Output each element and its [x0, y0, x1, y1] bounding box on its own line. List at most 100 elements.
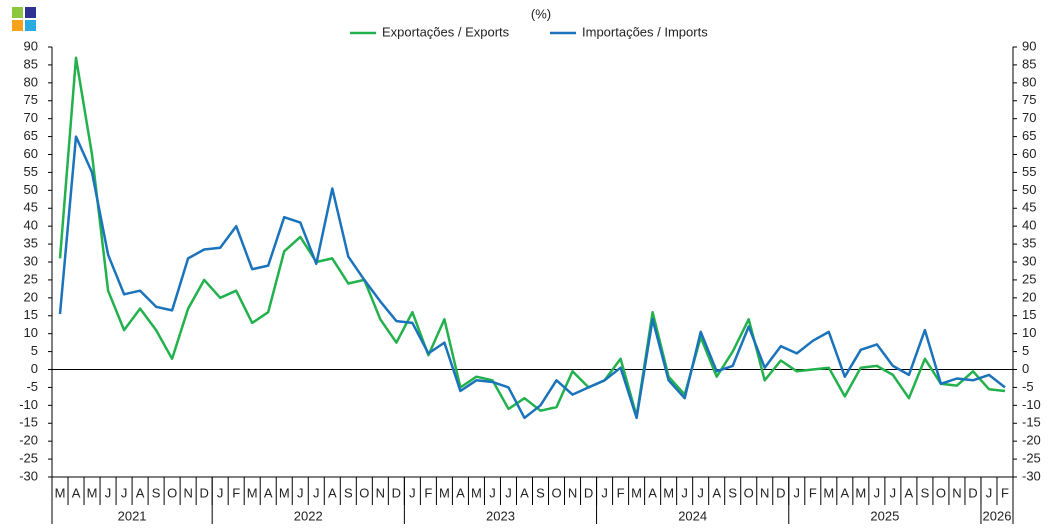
x-tick-label: M [55, 485, 66, 500]
x-tick-label: J [986, 485, 993, 500]
series-line [58, 135, 1006, 420]
x-tick-label: F [232, 485, 240, 500]
y2-tick-label: 90 [1022, 38, 1036, 53]
y-tick-label: -25 [19, 451, 38, 466]
y-tick-label: 85 [24, 56, 38, 71]
y2-tick-label: -20 [1022, 433, 1041, 448]
x-tick-label: A [905, 485, 914, 500]
x-tick-label: N [952, 485, 961, 500]
x-tick-label: A [264, 485, 273, 500]
x-tick-label: M [87, 485, 98, 500]
y-tick-label: 65 [24, 128, 38, 143]
x-tick-label: J [794, 485, 801, 500]
x-tick-label: J [601, 485, 608, 500]
y2-tick-label: -10 [1022, 397, 1041, 412]
x-tick-label: S [921, 485, 930, 500]
x-tick-label: O [551, 485, 561, 500]
x-tick-label: J [217, 485, 224, 500]
x-tick-label: J [121, 485, 128, 500]
y-tick-label: 55 [24, 164, 38, 179]
x-tick-label: F [424, 485, 432, 500]
y-tick-label: 75 [24, 92, 38, 107]
x-tick-label: A [712, 485, 721, 500]
x-tick-label: S [152, 485, 161, 500]
x-tick-label: M [855, 485, 866, 500]
logo-square [25, 20, 36, 31]
y-tick-label: 50 [24, 182, 38, 197]
x-tick-label: J [105, 485, 112, 500]
y-tick-label: 30 [24, 253, 38, 268]
legend-label: Exportações / Exports [382, 24, 510, 39]
y2-tick-label: -25 [1022, 451, 1041, 466]
y-tick-label: 80 [24, 74, 38, 89]
x-tick-label: J [697, 485, 704, 500]
y-tick-label: -30 [19, 468, 38, 483]
x-tick-label: N [183, 485, 192, 500]
x-tick-label: J [313, 485, 320, 500]
x-tick-label: M [471, 485, 482, 500]
y2-tick-label: 70 [1022, 110, 1036, 125]
x-tick-label: S [728, 485, 737, 500]
x-tick-label: A [840, 485, 849, 500]
x-tick-label: F [1001, 485, 1009, 500]
y2-tick-label: 55 [1022, 164, 1036, 179]
y2-tick-label: -30 [1022, 468, 1041, 483]
y2-tick-label: 10 [1022, 325, 1036, 340]
y-tick-label: 90 [24, 38, 38, 53]
logo-square [25, 7, 36, 18]
y2-tick-label: 15 [1022, 307, 1036, 322]
y2-tick-label: 35 [1022, 236, 1036, 251]
y2-tick-label: 40 [1022, 218, 1036, 233]
x-tick-label: D [776, 485, 785, 500]
y2-tick-label: 25 [1022, 271, 1036, 286]
x-tick-label: M [823, 485, 834, 500]
x-tick-label: A [328, 485, 337, 500]
x-tick-label: S [344, 485, 353, 500]
y-tick-label: 45 [24, 200, 38, 215]
x-tick-label: F [809, 485, 817, 500]
x-tick-label: N [568, 485, 577, 500]
year-label: 2021 [118, 508, 147, 523]
y-tick-label: 5 [31, 343, 38, 358]
y2-tick-label: 20 [1022, 289, 1036, 304]
y-tick-label: 35 [24, 236, 38, 251]
y2-tick-label: 65 [1022, 128, 1036, 143]
y2-tick-label: 85 [1022, 56, 1036, 71]
x-tick-label: J [874, 485, 881, 500]
y2-tick-label: 45 [1022, 200, 1036, 215]
x-tick-label: A [136, 485, 145, 500]
y-tick-label: -15 [19, 415, 38, 430]
x-tick-label: N [760, 485, 769, 500]
y2-tick-label: 80 [1022, 74, 1036, 89]
x-tick-label: N [376, 485, 385, 500]
y-tick-label: 20 [24, 289, 38, 304]
logo-square [12, 20, 23, 31]
year-label: 2023 [486, 508, 515, 523]
y-tick-label: -20 [19, 433, 38, 448]
x-tick-label: M [663, 485, 674, 500]
x-tick-label: J [505, 485, 512, 500]
x-tick-label: J [297, 485, 304, 500]
y2-tick-label: 0 [1022, 361, 1029, 376]
y-tick-label: 15 [24, 307, 38, 322]
legend-label: Importações / Imports [582, 24, 708, 39]
y2-tick-label: 5 [1022, 343, 1029, 358]
x-tick-label: O [936, 485, 946, 500]
x-tick-label: A [648, 485, 657, 500]
y-tick-label: 70 [24, 110, 38, 125]
y2-tick-label: 30 [1022, 253, 1036, 268]
x-tick-label: M [279, 485, 290, 500]
y2-tick-label: 60 [1022, 146, 1036, 161]
x-tick-label: A [72, 485, 81, 500]
chart-title: (%) [531, 6, 551, 21]
logo-square [12, 7, 23, 18]
y-tick-label: 10 [24, 325, 38, 340]
x-tick-label: O [167, 485, 177, 500]
x-tick-label: F [617, 485, 625, 500]
x-tick-label: J [890, 485, 897, 500]
x-tick-label: D [392, 485, 401, 500]
year-label: 2022 [294, 508, 323, 523]
x-tick-label: D [199, 485, 208, 500]
x-tick-label: O [744, 485, 754, 500]
